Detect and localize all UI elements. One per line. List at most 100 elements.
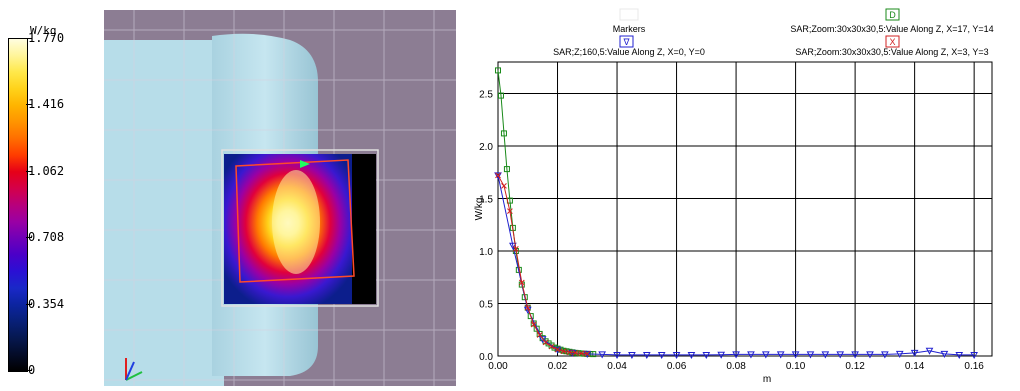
x-tick-label: 0.16 — [964, 361, 984, 372]
chart-axes: 0.00 0.02 0.04 0.06 0.08 0.10 0.12 0.14 0.16 0.0 0… — [474, 61, 993, 385]
color-scale-label: 0 — [28, 363, 36, 377]
scan-area-frame — [221, 149, 379, 307]
y-tick-label: 0.0 — [479, 352, 493, 363]
data-point-triangle — [776, 351, 785, 359]
data-point-triangle — [702, 351, 711, 359]
legend-item-label: SAR;Zoom:30x30x30,5:Value Along Z, X=3, … — [795, 47, 988, 57]
legend-item-marker: X — [889, 37, 895, 47]
color-scale-legend: W/kg 1.770 1.416 1.062 0.708 0.354 0 — [0, 0, 104, 386]
data-point-square — [500, 130, 507, 137]
data-point-triangle — [895, 350, 904, 358]
data-point-x — [584, 351, 591, 357]
data-point-x — [524, 304, 531, 311]
data-point-triangle — [732, 351, 740, 359]
data-point-triangle — [910, 349, 919, 357]
data-point-triangle — [657, 351, 666, 359]
phantom-body — [104, 40, 224, 386]
data-point-x — [560, 348, 567, 355]
x-tick-label: 0.04 — [607, 361, 627, 372]
data-point-x — [548, 343, 555, 350]
color-scale-unit: W/kg — [30, 24, 57, 37]
chart-canvas: 0.00 0.02 0.04 0.06 0.08 0.10 0.12 0.14 0.16 0.0 0… — [474, 8, 994, 385]
data-point-triangle — [747, 351, 755, 359]
legend-marker-swatch — [619, 8, 639, 21]
sar-value-along-z-chart: 0.00 0.02 0.04 0.06 0.08 0.10 0.12 0.14 0.16 0.0 0… — [462, 0, 1020, 386]
data-point-triangle — [851, 351, 859, 359]
data-point-square — [503, 166, 510, 173]
data-point-square — [497, 92, 504, 99]
data-point-triangle — [821, 351, 830, 359]
sar-hotspot — [272, 170, 320, 274]
series-line-x — [497, 175, 588, 355]
color-scale-label: 1.770 — [28, 31, 65, 45]
data-point-triangle — [881, 351, 889, 359]
data-point-triangle — [717, 351, 726, 359]
color-scale-label: 0.354 — [28, 296, 65, 311]
sar-3d-view-canvas — [104, 10, 456, 386]
plot-area-frame — [497, 61, 993, 357]
data-point-triangle — [940, 350, 949, 358]
series-line-square — [497, 70, 594, 355]
data-point-x — [536, 332, 543, 338]
data-point-triangle — [672, 351, 681, 359]
data-point-x — [518, 279, 525, 286]
data-point-triangle — [687, 351, 696, 359]
data-point-x — [507, 208, 513, 214]
y-tick-label: 1.5 — [479, 195, 493, 206]
color-scale-label: 0.708 — [28, 230, 65, 245]
x-axis-label: m — [763, 374, 771, 385]
color-scale-bar — [8, 38, 28, 372]
color-scale-label: 1.062 — [28, 163, 65, 178]
data-point-triangle — [955, 351, 964, 359]
data-point-triangle — [642, 351, 651, 359]
data-point-x — [572, 349, 579, 356]
legend-item-label: SAR;Zoom:30x30x30,5:Value Along Z, X=17,… — [790, 24, 993, 34]
legend-item-marker: ∇ — [622, 37, 630, 47]
axis-y-icon — [125, 371, 143, 381]
probe-marker-icon — [300, 160, 310, 168]
data-point-x — [554, 346, 561, 353]
x-tick-label: 0.06 — [667, 361, 687, 372]
color-scale-tick — [26, 104, 32, 106]
color-scale-tick — [26, 303, 32, 305]
color-scale-tick — [26, 170, 32, 172]
data-point-square — [495, 67, 501, 74]
chart-legend: Markers D SAR;Zoom:30x30x30,5:Value Along … — [553, 8, 994, 57]
x-tick-label: 0.10 — [786, 361, 806, 372]
data-point-triangle — [613, 351, 621, 359]
data-point-triangle — [806, 351, 815, 359]
legend-item-marker-box — [885, 35, 900, 48]
y-axis-label: W/kg — [474, 198, 485, 221]
chart-grid — [497, 62, 992, 357]
legend-item-marker-box — [619, 35, 634, 48]
data-point-triangle — [866, 351, 874, 359]
data-point-triangle — [628, 351, 636, 359]
color-scale-tick — [26, 38, 32, 39]
y-tick-label: 1.0 — [479, 247, 493, 258]
data-point-x — [501, 183, 507, 189]
data-point-triangle — [970, 351, 978, 359]
data-point-triangle — [761, 351, 770, 359]
x-tick-label: 0.02 — [548, 361, 568, 372]
sar-3d-view — [104, 10, 456, 386]
data-point-triangle — [598, 351, 606, 359]
data-point-triangle — [494, 172, 502, 180]
color-scale-tick — [26, 370, 32, 371]
data-point-x — [542, 339, 549, 346]
data-point-x — [513, 246, 519, 252]
color-scale-label: 1.416 — [28, 97, 65, 112]
color-scale-tick — [26, 237, 32, 239]
data-point-triangle — [836, 351, 845, 359]
legend-title: Markers — [613, 24, 646, 34]
data-point-square — [527, 313, 534, 320]
x-tick-label: 0.08 — [726, 361, 746, 372]
data-point-x — [566, 349, 573, 356]
x-tick-label: 0.14 — [905, 361, 925, 372]
data-point-triangle — [925, 347, 934, 355]
y-tick-label: 0.5 — [479, 300, 493, 311]
y-tick-label: 2.0 — [479, 142, 493, 153]
legend-item-label: SAR;Z;160,5:Value Along Z, X=0, Y=0 — [553, 47, 705, 57]
data-point-triangle — [509, 242, 517, 250]
y-tick-label: 2.5 — [479, 90, 493, 101]
chart-series — [494, 67, 978, 359]
